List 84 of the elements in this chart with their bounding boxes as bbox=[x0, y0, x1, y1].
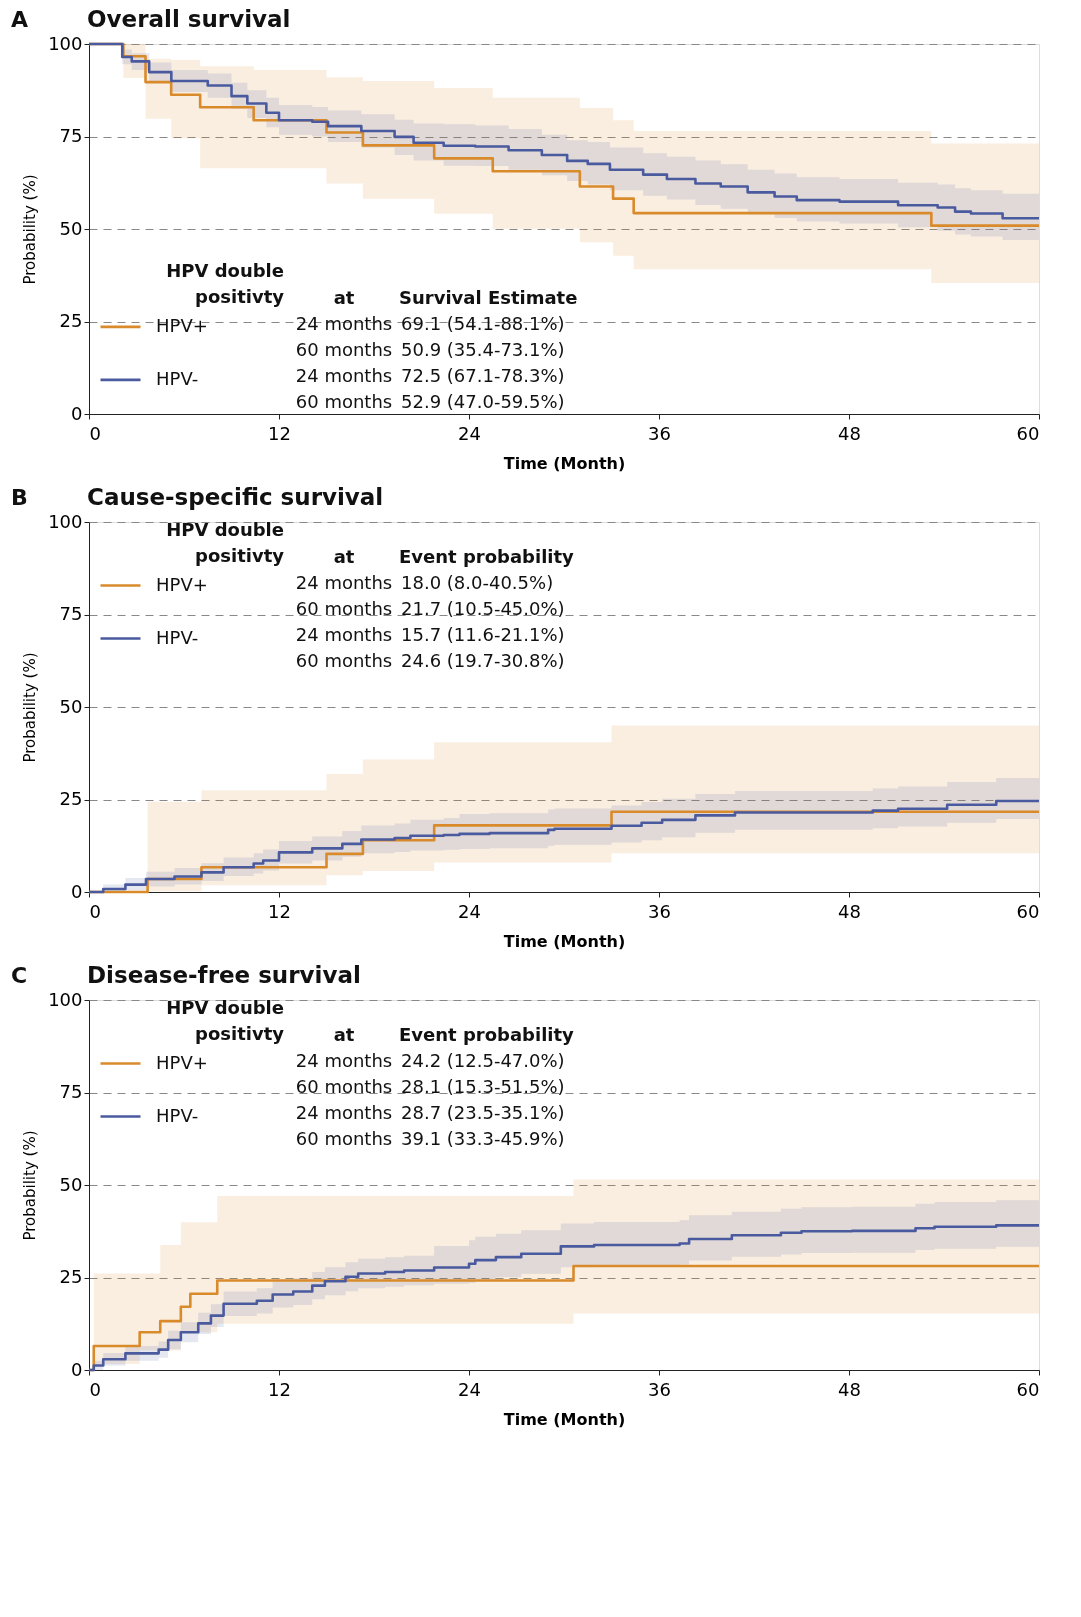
y-tick-label: 75 bbox=[59, 125, 83, 146]
y-axis-title: Probability (%) bbox=[21, 1130, 40, 1241]
y-tick-label: 25 bbox=[59, 1266, 83, 1287]
annotation: 24 months bbox=[295, 624, 393, 645]
annotation: 52.9 (47.0-59.5%) bbox=[401, 391, 565, 413]
annotation: 28.1 (15.3-51.5%) bbox=[401, 1076, 565, 1097]
annotation: 39.1 (33.3-45.9%) bbox=[401, 1128, 565, 1149]
legend-label: HPV- bbox=[156, 626, 199, 648]
x-tick-label: 36 bbox=[648, 900, 671, 922]
chart-title: Overall survival bbox=[87, 6, 291, 32]
y-tick-label: 100 bbox=[48, 510, 83, 532]
y-tick-label: 25 bbox=[59, 310, 83, 331]
chart-title: Disease-free survival bbox=[87, 962, 361, 988]
annotation: 28.7 (23.5-35.1%) bbox=[401, 1102, 565, 1123]
y-tick-label: 50 bbox=[59, 217, 83, 239]
annotation: 24.6 (19.7-30.8%) bbox=[401, 650, 565, 671]
annotation: 24 months bbox=[295, 313, 393, 335]
x-tick-label: 60 bbox=[1016, 422, 1040, 444]
x-tick-label: 36 bbox=[648, 422, 671, 444]
x-tick-label: 24 bbox=[458, 900, 481, 922]
legend-label: HPV+ bbox=[156, 1051, 208, 1073]
annotation: at bbox=[333, 546, 355, 567]
y-tick-label: 75 bbox=[59, 603, 83, 624]
x-tick-label: 0 bbox=[89, 1378, 101, 1400]
annotation: 21.7 (10.5-45.0%) bbox=[401, 598, 565, 619]
x-tick-label: 60 bbox=[1016, 1378, 1040, 1400]
legend-label: HPV- bbox=[156, 1104, 199, 1126]
annotation: 50.9 (35.4-73.1%) bbox=[401, 339, 565, 361]
x-tick-label: 0 bbox=[89, 900, 101, 922]
annotation: 72.5 (67.1-78.3%) bbox=[401, 365, 565, 387]
annotation: 24.2 (12.5-47.0%) bbox=[401, 1050, 565, 1071]
x-tick-label: 0 bbox=[89, 422, 101, 444]
y-tick-label: 75 bbox=[59, 1081, 83, 1102]
legend-title: HPV double positivty bbox=[166, 519, 285, 566]
x-tick-label: 48 bbox=[838, 1378, 861, 1400]
y-axis-title: Probability (%) bbox=[21, 174, 40, 285]
y-tick-label: 100 bbox=[48, 988, 83, 1010]
y-axis-title: Probability (%) bbox=[21, 652, 40, 763]
y-tick-label: 100 bbox=[48, 32, 83, 54]
x-axis-title: Time (Month) bbox=[503, 453, 626, 473]
x-tick-label: 24 bbox=[458, 1378, 481, 1400]
x-tick-label: 60 bbox=[1016, 900, 1040, 922]
x-axis-title: Time (Month) bbox=[503, 1409, 626, 1429]
x-axis-title: Time (Month) bbox=[503, 931, 626, 951]
x-tick-label: 36 bbox=[648, 1378, 671, 1400]
annotation: 15.7 (11.6-21.1%) bbox=[401, 624, 565, 645]
x-tick-label: 24 bbox=[458, 422, 481, 444]
x-tick-label: 12 bbox=[268, 900, 291, 922]
legend-title: HPV double positivty bbox=[166, 997, 285, 1044]
annotation: at bbox=[333, 1024, 355, 1045]
annotation: 60 months bbox=[295, 650, 393, 671]
annotation: 60 months bbox=[295, 391, 393, 413]
annotation: 24 months bbox=[295, 365, 393, 387]
x-tick-label: 48 bbox=[838, 900, 861, 922]
y-tick-label: 0 bbox=[71, 1358, 83, 1380]
text: B bbox=[11, 485, 28, 510]
legend-title: HPV double positivty bbox=[166, 260, 285, 308]
x-tick-label: 12 bbox=[268, 1378, 291, 1400]
annotation: 60 months bbox=[295, 598, 393, 619]
legend-label: HPV+ bbox=[156, 573, 208, 595]
annotation: at bbox=[333, 287, 355, 309]
annotation: 24 months bbox=[295, 572, 393, 593]
legend-label: HPV- bbox=[156, 367, 199, 389]
annotation: 18.0 (8.0-40.5%) bbox=[401, 572, 554, 593]
y-tick-label: 25 bbox=[59, 788, 83, 809]
annotation: Event probability bbox=[399, 1024, 575, 1045]
annotation: 60 months bbox=[295, 1076, 393, 1097]
annotation: 69.1 (54.1-88.1%) bbox=[401, 313, 565, 335]
text: C bbox=[11, 963, 28, 988]
annotation: 24 months bbox=[295, 1102, 393, 1123]
chart-title: Cause-specific survival bbox=[87, 484, 384, 510]
annotation: Event probability bbox=[399, 546, 575, 567]
legend-label: HPV+ bbox=[156, 314, 208, 336]
y-tick-label: 50 bbox=[59, 695, 83, 717]
x-tick-label: 48 bbox=[838, 422, 861, 444]
annotation: 24 months bbox=[295, 1050, 393, 1071]
annotation: 60 months bbox=[295, 339, 393, 361]
text: A bbox=[11, 7, 29, 32]
y-tick-label: 0 bbox=[71, 880, 83, 902]
x-tick-label: 12 bbox=[268, 422, 291, 444]
annotation: Survival Estimate bbox=[399, 287, 578, 309]
y-tick-label: 0 bbox=[71, 402, 83, 424]
annotation: 60 months bbox=[295, 1128, 393, 1149]
y-tick-label: 50 bbox=[59, 1173, 83, 1195]
